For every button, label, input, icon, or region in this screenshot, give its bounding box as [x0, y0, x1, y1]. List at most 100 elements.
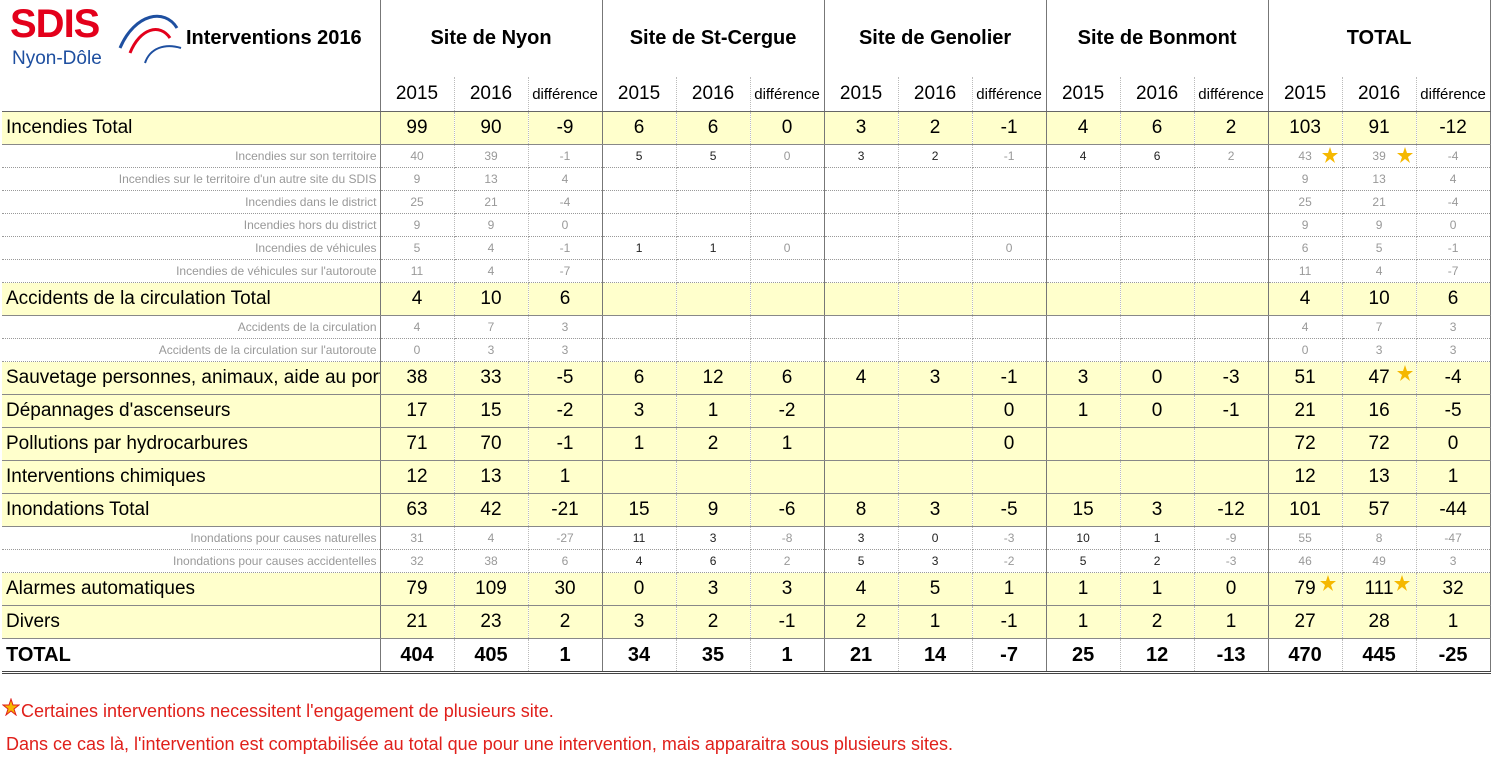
cell: -1 — [972, 361, 1047, 395]
column-header: 2016 — [454, 77, 529, 112]
column-header: 2016 — [676, 77, 751, 112]
cell — [1194, 427, 1269, 461]
header-row: Interventions 2016 Site de Nyon Site de St… — [2, 0, 1491, 77]
cell: 33 — [454, 361, 529, 395]
cell: -1 — [528, 427, 603, 461]
cell: 4 — [602, 549, 677, 573]
cell: 1 — [1416, 605, 1491, 639]
cell: 0 — [750, 111, 825, 145]
site-name: TOTAL — [1268, 0, 1491, 77]
cell — [1120, 213, 1195, 237]
cell: -1 — [528, 236, 603, 260]
cell — [602, 338, 677, 362]
cell: 1 — [602, 427, 677, 461]
cell: 9 — [454, 213, 529, 237]
cell: 1 — [1416, 460, 1491, 494]
column-header: différence — [972, 77, 1047, 112]
cell: 6 — [602, 111, 677, 145]
cell — [972, 338, 1047, 362]
cell: 109 — [454, 572, 529, 606]
cell: 17 — [380, 394, 455, 428]
cell: 2 — [898, 144, 973, 168]
cell — [1194, 338, 1269, 362]
row-label: Inondations pour causes accidentelles — [2, 549, 381, 573]
cell — [898, 315, 973, 339]
table-row: Interventions chimiques 12 13 1 12 13 1 — [2, 460, 1491, 494]
cell — [750, 259, 825, 283]
cell — [898, 427, 973, 461]
cell — [972, 190, 1047, 214]
table-row: Incendies sur le territoire d'un autre s… — [2, 167, 1491, 191]
cell — [1046, 460, 1121, 494]
cell: 6 — [1416, 282, 1491, 316]
cell — [1194, 167, 1269, 191]
cell: 470 — [1268, 638, 1343, 674]
cell — [1120, 167, 1195, 191]
cell: 0 — [750, 236, 825, 260]
cell: 5 — [1046, 549, 1121, 573]
cell: 4 — [1268, 282, 1343, 316]
cell — [1046, 282, 1121, 316]
cell: 15 — [1046, 493, 1121, 527]
cell: 445 — [1342, 638, 1417, 674]
cell: -21 — [528, 493, 603, 527]
column-header: 2016 — [1342, 77, 1417, 112]
cell — [1194, 259, 1269, 283]
cell — [1120, 315, 1195, 339]
cell — [602, 167, 677, 191]
cell: 25 — [1268, 190, 1343, 214]
table-row: Incendies dans le district 25 21 -4 25 21 -4 — [2, 190, 1491, 214]
cell — [750, 213, 825, 237]
cell: 11 — [602, 526, 677, 550]
table-row: Incendies Total 99 90 -9 6 6 0 3 2 -1 4 6 2 103 91 -12 — [2, 111, 1491, 145]
cell: 4 — [1046, 111, 1121, 145]
cell — [1046, 236, 1121, 260]
cell: 1 — [898, 605, 973, 639]
row-label: Pollutions par hydrocarbures — [2, 427, 381, 461]
column-header: différence — [1194, 77, 1269, 112]
cell: 111 — [1342, 572, 1417, 606]
cell: 3 — [1120, 493, 1195, 527]
cell: 4 — [454, 236, 529, 260]
cell: 30 — [528, 572, 603, 606]
cell: 5 — [676, 144, 751, 168]
cell — [1120, 236, 1195, 260]
cell: 9 — [676, 493, 751, 527]
table-row: Inondations pour causes naturelles 31 4 -27… — [2, 526, 1491, 550]
table-row: Dépannages d'ascenseurs 17 15 -2 3 1 -2 0 1 0 -1 21… — [2, 394, 1491, 428]
cell: -3 — [1194, 361, 1269, 395]
cell: 1 — [972, 572, 1047, 606]
cell: 8 — [824, 493, 899, 527]
cell: -47 — [1416, 526, 1491, 550]
cell: 4 — [824, 361, 899, 395]
cell: 9 — [380, 213, 455, 237]
cell: -4 — [1416, 190, 1491, 214]
cell: 0 — [528, 213, 603, 237]
cell: 5 — [898, 572, 973, 606]
cell: 2 — [898, 111, 973, 145]
cell: -13 — [1194, 638, 1269, 674]
cell — [1120, 190, 1195, 214]
cell: 3 — [1416, 315, 1491, 339]
cell: 5 — [380, 236, 455, 260]
cell: 0 — [1194, 572, 1269, 606]
cell: 27 — [1268, 605, 1343, 639]
column-header: 2015 — [1046, 77, 1121, 112]
cell: -1 — [528, 144, 603, 168]
site-name: Site de St-Cergue — [602, 0, 825, 77]
star-icon — [1394, 575, 1410, 591]
cell — [972, 213, 1047, 237]
cell: 1 — [1120, 572, 1195, 606]
cell: 0 — [602, 572, 677, 606]
cell — [824, 394, 899, 428]
cell — [824, 259, 899, 283]
column-header: 2015 — [602, 77, 677, 112]
cell — [750, 190, 825, 214]
cell: 1 — [528, 460, 603, 494]
cell — [898, 213, 973, 237]
table-row: Incendies hors du district 9 9 0 9 9 0 — [2, 213, 1491, 237]
cell: 16 — [1342, 394, 1417, 428]
row-label: Incendies hors du district — [2, 213, 381, 237]
cell: 3 — [824, 111, 899, 145]
